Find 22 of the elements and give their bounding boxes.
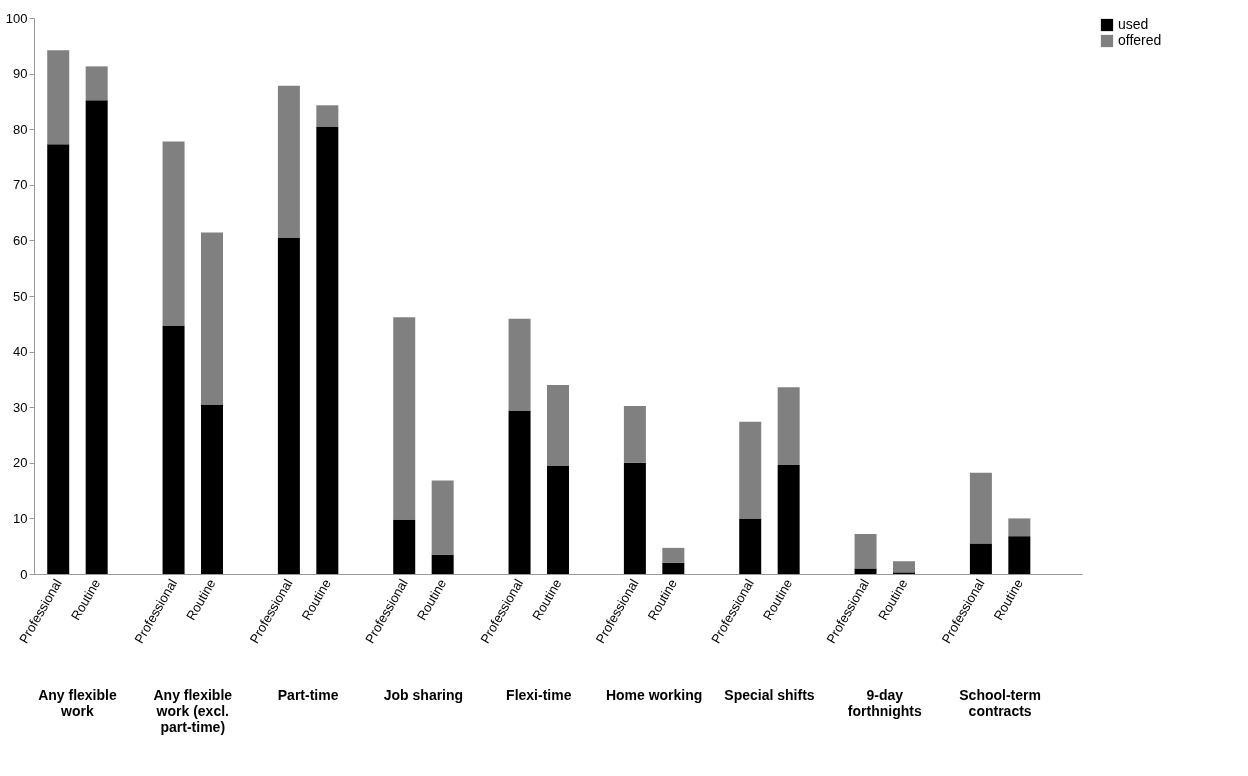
y-tick-label: 20 xyxy=(13,455,28,471)
y-tick-label: 40 xyxy=(13,344,28,360)
text: Special shifts xyxy=(724,687,815,703)
text: Home working xyxy=(605,687,703,703)
legend-label: offered xyxy=(1118,32,1162,48)
text: Part-time xyxy=(277,687,339,703)
text: School-term contracts xyxy=(959,687,1041,719)
text: Any flexible work (excl. part-time) xyxy=(153,687,233,735)
y-tick-label: 10 xyxy=(13,510,28,526)
y-tick-label: 0 xyxy=(20,566,28,582)
text: 9-day forthnights xyxy=(847,687,922,719)
y-tick-label: 90 xyxy=(13,66,28,82)
y-tick-label: 100 xyxy=(5,10,28,26)
y-tick-label: 30 xyxy=(13,399,28,415)
text: Flexi-time xyxy=(506,687,572,703)
y-tick-label: 60 xyxy=(13,232,28,248)
legend-label: used xyxy=(1118,16,1149,32)
y-tick-label: 80 xyxy=(13,121,28,137)
text: Any flexible work xyxy=(38,687,117,719)
y-tick-label: 50 xyxy=(13,288,28,304)
text: Job sharing xyxy=(383,687,464,703)
y-tick-label: 70 xyxy=(13,177,28,193)
